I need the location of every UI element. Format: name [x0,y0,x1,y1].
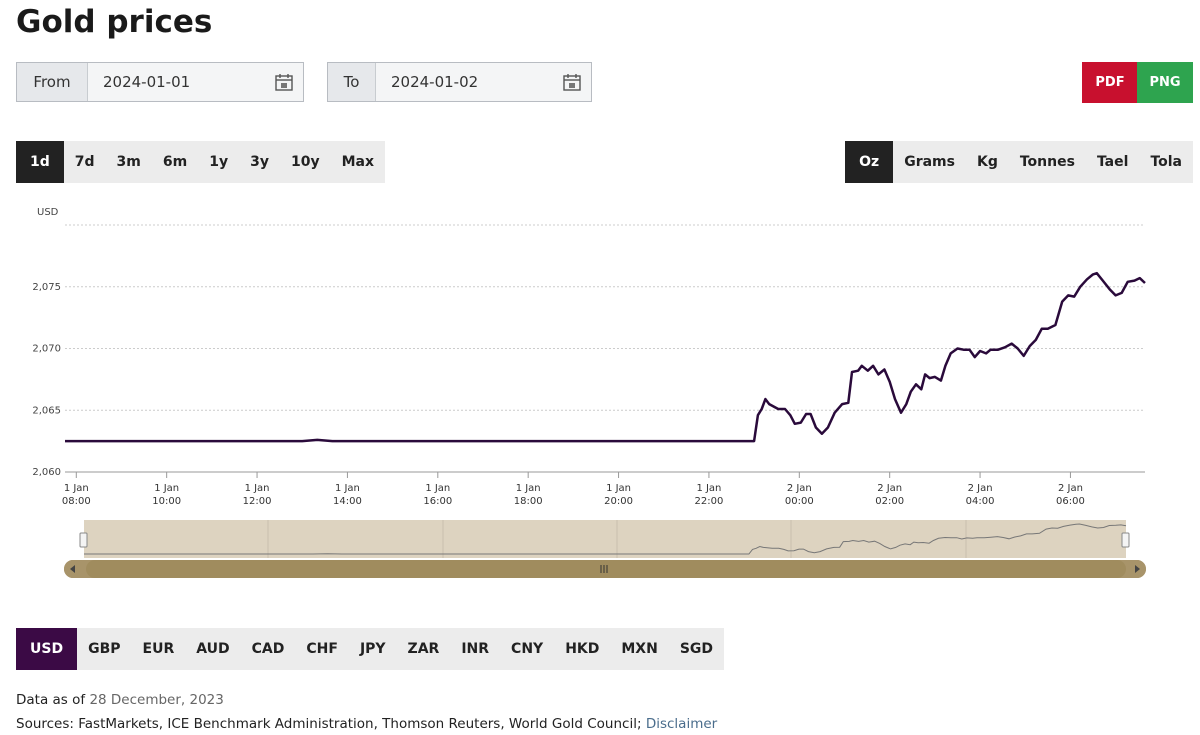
units-option[interactable]: Oz [845,141,894,183]
y-tick-label: 2,070 [32,344,61,355]
x-tick-label: 1 Jan 18:00 [513,483,543,507]
navigator-mask [84,520,1126,558]
ranges-option[interactable]: 1y [209,154,229,170]
y-tick-label: 2,075 [32,282,61,293]
currencies-option[interactable]: MXN [621,641,658,657]
units-option[interactable]: Tola [1150,154,1182,170]
x-tick-label: 2 Jan 04:00 [965,483,995,507]
currencies-option[interactable]: SGD [679,641,714,657]
to-date[interactable]: To 2024-01-02 [327,62,592,102]
pdf-button[interactable]: PDF [1082,62,1138,103]
currencies-option[interactable]: GBP [88,641,121,657]
x-tick-label: 1 Jan 14:00 [333,483,362,507]
from-label: From [17,63,88,101]
x-tick-label: 1 Jan 12:00 [242,483,272,507]
from-value: 2024-01-01 [103,73,191,91]
y-tick-label: 2,065 [32,405,61,416]
currencies-option[interactable]: HKD [565,641,600,657]
currencies-option[interactable]: JPY [359,641,386,657]
navigator-line [84,523,1127,555]
units-option[interactable]: Grams [904,154,955,170]
currencies-option[interactable]: ZAR [407,641,440,657]
scrollbar-thumb[interactable] [86,560,1126,578]
from-date[interactable]: From 2024-01-01 [16,62,304,102]
calendar-icon[interactable] [275,73,293,91]
data-as-of-date: 28 December, 2023 [89,692,224,708]
currency-selector: USD GBP EUR AUD CAD CHF JPY ZAR INR CNY HKD MXN SGD [16,628,725,670]
navigator-handle [79,532,88,548]
to-value: 2024-01-02 [391,73,479,91]
ranges-option[interactable]: 1d [16,141,64,183]
x-tick-label: 1 Jan 08:00 [61,483,91,507]
x-tick-label: 1 Jan 22:00 [694,483,724,507]
scroll-grip [600,565,608,573]
currencies-option[interactable]: USD [16,628,78,670]
navigator-handle [1121,532,1130,548]
data-as-of-label: Data as of [16,692,86,708]
png-button[interactable]: PNG [1137,62,1193,103]
x-tick-label: 2 Jan 00:00 [784,483,814,507]
currencies-option[interactable]: AUD [196,641,230,657]
ranges-option[interactable]: 10y [290,154,320,170]
x-tick-label: 2 Jan 02:00 [875,483,905,507]
scroll-arrow [1135,565,1140,573]
currencies-option[interactable]: INR [461,641,490,657]
ranges-option[interactable]: 3y [250,154,269,170]
sources-text: Sources: FastMarkets, ICE Benchmark Admi… [16,716,642,732]
ranges-option[interactable]: 3m [116,154,141,170]
currencies-option[interactable]: EUR [142,641,175,657]
ranges-option[interactable]: 6m [162,154,188,170]
price-line [65,271,1146,443]
x-tick-label: 2 Jan 06:00 [1056,483,1085,507]
x-tick-label: 1 Jan 10:00 [152,483,182,507]
units-option[interactable]: Tael [1096,154,1129,170]
currencies-option[interactable]: CAD [251,641,285,657]
page-title: Gold prices [16,4,213,40]
range-selector: 1d 7d 3m 6m 1y 3y 10y Max [16,141,385,183]
y-axis-label: USD [37,207,59,218]
currencies-option[interactable]: CNY [511,641,544,657]
unit-selector: Oz Grams Kg Tonnes Tael Tola [845,141,1193,183]
x-tick-label: 1 Jan 16:00 [423,483,453,507]
x-tick-label: 1 Jan 20:00 [604,483,633,507]
units-option[interactable]: Kg [976,154,998,170]
disclaimer-link[interactable]: Disclaimer [645,716,718,732]
data-as-of: Data as of 28 December, 2023 [16,692,224,708]
sources: Sources: FastMarkets, ICE Benchmark Admi… [16,716,717,732]
calendar-icon[interactable] [563,73,581,91]
to-label: To [328,63,376,101]
units-option[interactable]: Tonnes [1019,154,1075,170]
y-tick-label: 2,060 [32,467,61,478]
scroll-arrow [70,565,75,573]
ranges-option[interactable]: Max [341,154,374,170]
currencies-option[interactable]: CHF [306,641,338,657]
ranges-option[interactable]: 7d [74,154,95,170]
chart: USD 2,060 2,065 2,070 2,075 [32,207,1146,578]
